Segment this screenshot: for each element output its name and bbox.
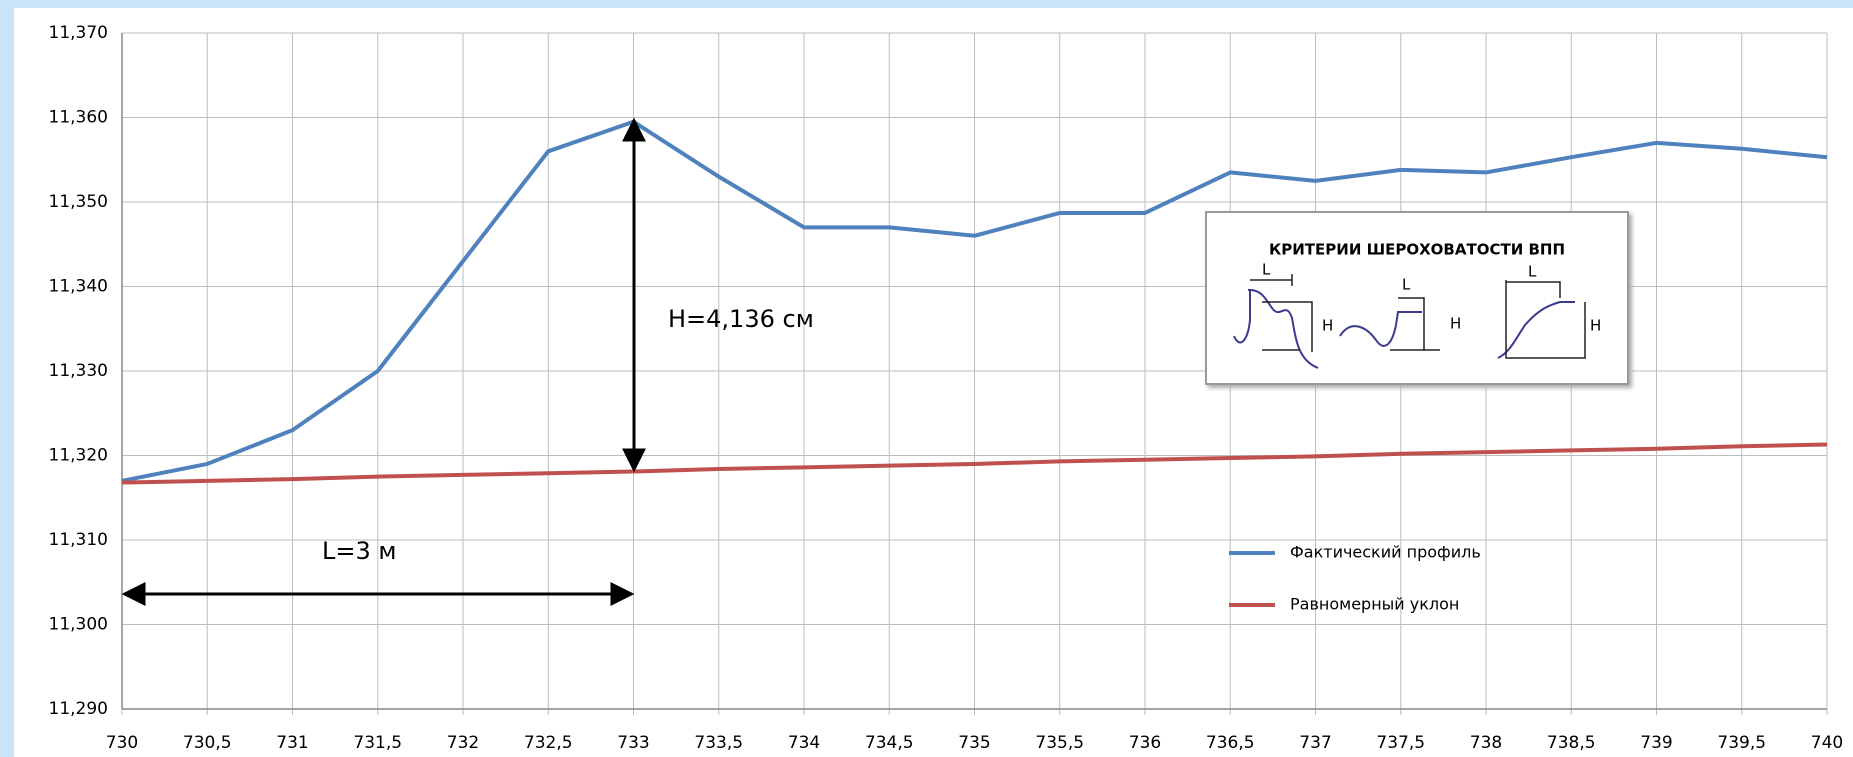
inset-label: H — [1590, 317, 1601, 335]
x-tick-label: 731 — [276, 733, 308, 753]
x-tick-label: 738 — [1470, 733, 1502, 753]
height-annotation: H=4,136 см — [668, 305, 814, 333]
x-tick-label: 736 — [1129, 733, 1161, 753]
x-tick-label: 740 — [1811, 733, 1843, 753]
inset-label: H — [1322, 317, 1333, 335]
x-tick-label: 739,5 — [1717, 733, 1766, 753]
y-tick-label: 11,320 — [49, 446, 108, 466]
y-tick-label: 11,310 — [49, 530, 108, 550]
legend-label: Равномерный уклон — [1290, 595, 1459, 614]
length-annotation: L=3 м — [322, 537, 396, 565]
y-tick-label: 11,370 — [49, 23, 108, 43]
x-tick-label: 736,5 — [1206, 733, 1255, 753]
x-tick-label: 733 — [617, 733, 649, 753]
page: КРИТЕРИИ ШЕРОХОВАТОСТИ ВПП L H L H L H H… — [0, 0, 1853, 757]
y-tick-label: 11,300 — [49, 615, 108, 635]
inset-label: H — [1450, 315, 1461, 333]
x-tick-label: 730,5 — [183, 733, 232, 753]
y-tick-label: 11,330 — [49, 361, 108, 381]
x-tick-label: 730 — [106, 733, 138, 753]
x-tick-label: 733,5 — [694, 733, 743, 753]
x-tick-label: 737 — [1299, 733, 1331, 753]
inset-label: L — [1528, 263, 1537, 281]
x-tick-label: 737,5 — [1376, 733, 1425, 753]
x-tick-label: 734,5 — [865, 733, 914, 753]
y-tick-label: 11,350 — [49, 192, 108, 212]
chart: КРИТЕРИИ ШЕРОХОВАТОСТИ ВПП L H L H L H H… — [0, 0, 1853, 757]
x-tick-label: 732,5 — [524, 733, 573, 753]
y-tick-label: 11,290 — [49, 699, 108, 719]
inset-label: L — [1262, 261, 1271, 279]
inset-label: L — [1402, 276, 1411, 294]
x-tick-label: 738,5 — [1547, 733, 1596, 753]
y-tick-label: 11,360 — [49, 108, 108, 128]
inset-title: КРИТЕРИИ ШЕРОХОВАТОСТИ ВПП — [1269, 241, 1565, 259]
x-tick-label: 735,5 — [1035, 733, 1084, 753]
y-tick-label: 11,340 — [49, 277, 108, 297]
x-tick-label: 734 — [788, 733, 820, 753]
x-tick-label: 731,5 — [353, 733, 402, 753]
x-tick-label: 735 — [958, 733, 990, 753]
x-tick-label: 732 — [447, 733, 479, 753]
x-tick-label: 739 — [1640, 733, 1672, 753]
inset: КРИТЕРИИ ШЕРОХОВАТОСТИ ВПП L H L H L H — [1206, 212, 1628, 384]
legend-label: Фактический профиль — [1290, 543, 1481, 562]
